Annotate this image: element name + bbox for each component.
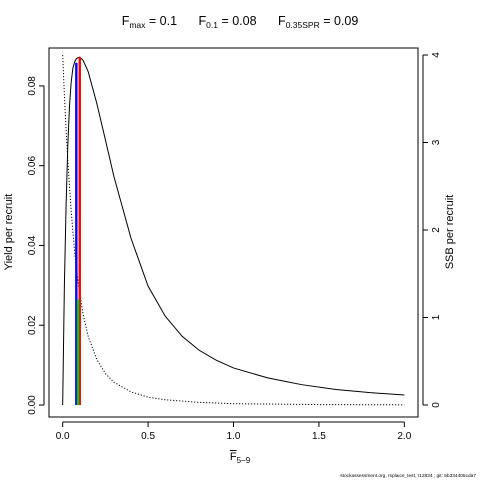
footer-note: stockassessment.org, rsplaice_test, r128… xyxy=(340,474,476,479)
x-tick-label: 1.0 xyxy=(227,431,241,442)
yield-per-recruit-line xyxy=(62,56,405,406)
y-axis-left: 0.00 0.02 0.04 0.06 0.08 xyxy=(27,76,45,415)
y-left-tick-label: 0.04 xyxy=(27,235,38,255)
title-term-f01: F0.1 = 0.08 xyxy=(198,14,257,30)
x-tick-label: 2.0 xyxy=(397,431,411,442)
y-axis-left-label: Yield per recruit xyxy=(3,194,15,271)
y-right-tick-label: 3 xyxy=(431,139,442,145)
y-left-tick-label: 0.00 xyxy=(27,395,38,415)
reference-lines-layer xyxy=(75,57,81,406)
series-layer xyxy=(62,54,405,406)
y-axis-right-label: SSB per recruit xyxy=(444,195,456,270)
plot-frame xyxy=(48,47,419,418)
x-tick-label: 0.5 xyxy=(141,431,155,442)
y-right-tick-label: 2 xyxy=(431,227,442,233)
y-right-tick-label: 4 xyxy=(431,52,442,58)
y-left-tick-label: 0.06 xyxy=(27,156,38,176)
chart-title: Fmax = 0.1 F0.1 = 0.08 F0.35SPR = 0.09 xyxy=(0,14,480,30)
y-right-tick-label: 0 xyxy=(431,402,442,408)
title-term-f035spr: F0.35SPR = 0.09 xyxy=(278,14,359,30)
y-axis-right: 0 1 2 3 4 xyxy=(422,52,442,408)
y-left-tick-label: 0.08 xyxy=(27,76,38,96)
x-axis: 0.0 0.5 1.0 1.5 2.0 xyxy=(56,421,412,442)
y-right-tick-label: 1 xyxy=(431,314,442,320)
y-left-tick-label: 0.02 xyxy=(27,315,38,335)
x-tick-label: 0.0 xyxy=(56,431,70,442)
x-axis-label: F5−9 xyxy=(229,451,251,465)
ssb-per-recruit-line xyxy=(62,54,405,406)
title-term-fmax: Fmax = 0.1 xyxy=(121,14,178,30)
x-tick-label: 1.5 xyxy=(312,431,326,442)
